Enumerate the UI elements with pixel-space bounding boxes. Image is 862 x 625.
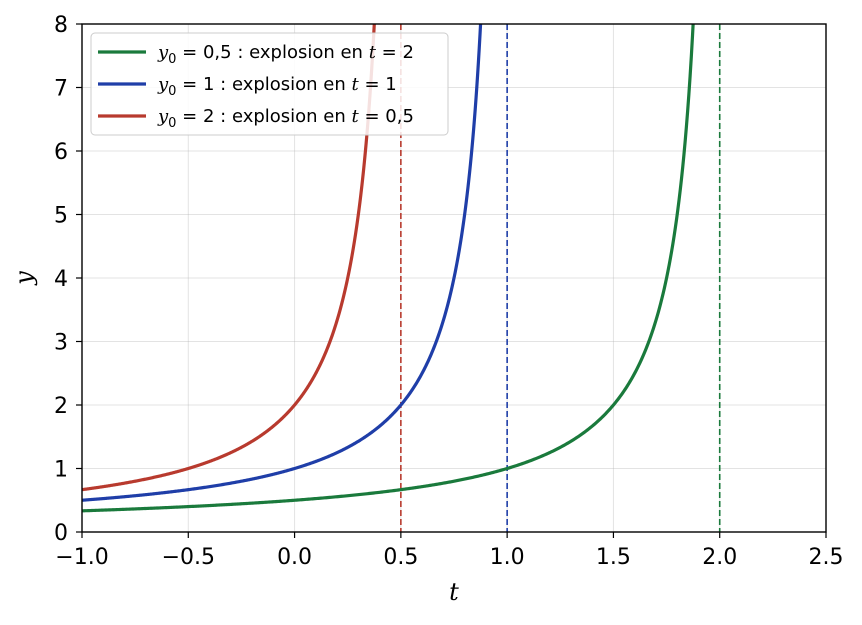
x-axis-label: t xyxy=(449,578,459,606)
y-tick-label: 4 xyxy=(54,267,68,292)
legend-entry-1: y0 = 1 : explosion en t = 1 xyxy=(157,74,397,99)
y-tick-label: 0 xyxy=(54,521,68,546)
legend-box xyxy=(90,32,449,136)
legend: y0 = 0,5 : explosion en t = 2 y0 = 1 : ex… xyxy=(90,32,449,136)
y-tick-label: 1 xyxy=(54,458,68,483)
curves xyxy=(82,24,695,513)
x-tick-label: 2.5 xyxy=(809,545,844,570)
y-tick-label: 6 xyxy=(54,140,68,165)
x-tick-label: 1.0 xyxy=(490,545,525,570)
legend-entry-2: y0 = 2 : explosion en t = 0,5 xyxy=(157,106,414,131)
x-tick-label: 2.0 xyxy=(702,545,737,570)
x-ticks: −1.0 −0.5 0.0 0.5 1.0 1.5 2.0 2.5 xyxy=(55,532,844,570)
y-tick-label: 8 xyxy=(54,13,68,38)
y-ticks: 0 1 2 3 4 5 6 7 8 xyxy=(54,13,82,546)
series-line-0 xyxy=(82,24,695,513)
x-tick-label: −0.5 xyxy=(162,545,215,570)
y-tick-label: 3 xyxy=(54,331,68,356)
series-line-1 xyxy=(82,24,483,502)
y-tick-label: 7 xyxy=(54,77,68,102)
x-tick-label: 1.5 xyxy=(596,545,631,570)
x-tick-label: 0.5 xyxy=(383,545,418,570)
x-tick-label: −1.0 xyxy=(55,545,108,570)
legend-entry-0: y0 = 0,5 : explosion en t = 2 xyxy=(157,42,414,67)
y-tick-label: 2 xyxy=(54,394,68,419)
x-tick-label: 0.0 xyxy=(277,545,312,570)
y-tick-label: 5 xyxy=(54,204,68,229)
y-axis-label: y xyxy=(10,271,38,286)
series-line-2 xyxy=(82,24,376,492)
